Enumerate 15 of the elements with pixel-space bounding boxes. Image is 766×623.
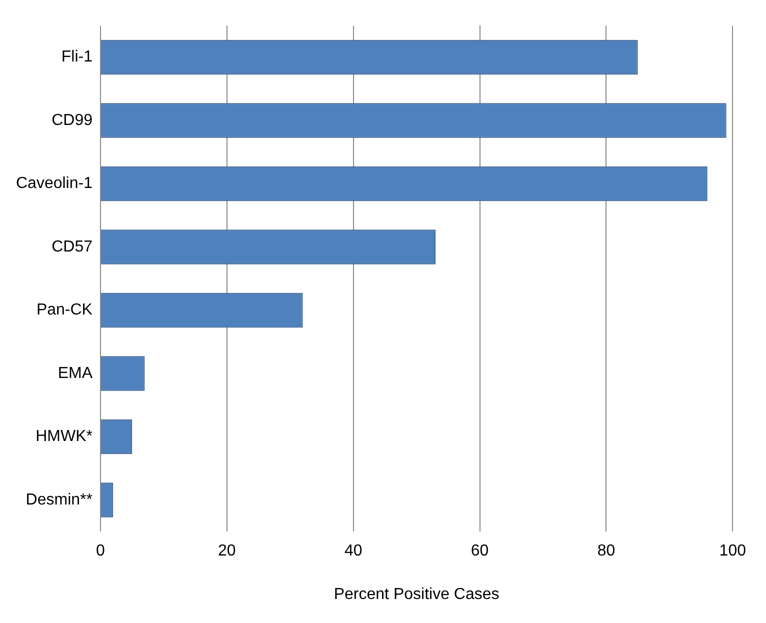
x-tick-label: 20: [218, 542, 236, 560]
y-tick-label: Pan-CK: [36, 302, 93, 319]
x-tick-label: 40: [344, 542, 362, 560]
y-tick-label: CD57: [52, 238, 93, 256]
y-tick-label: Desmin**: [26, 491, 92, 508]
y-tick-label: CD99: [52, 112, 93, 129]
y-tick-label: Caveolin-1: [16, 175, 93, 192]
y-tick-label: Fli-1: [61, 48, 93, 66]
x-tick-label: 80: [597, 542, 616, 560]
y-tick-label: EMA: [58, 364, 93, 382]
x-tick-label: 100: [719, 542, 746, 560]
x-tick-label: 0: [96, 542, 106, 560]
x-tick-label: 60: [470, 542, 489, 560]
y-tick-label: HMWK*: [36, 428, 92, 446]
x-axis-title: Percent Positive Cases: [334, 586, 500, 603]
